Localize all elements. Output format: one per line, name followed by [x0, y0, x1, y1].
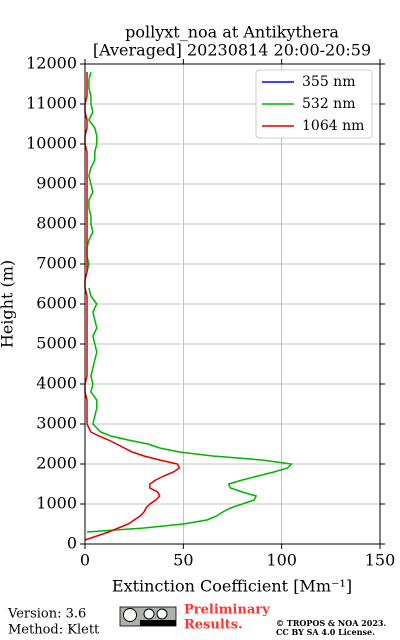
x-tick-label: 0 [80, 551, 90, 570]
y-tick-label: 12000 [26, 54, 77, 73]
y-tick-label: 2000 [36, 454, 77, 473]
profile-line [84, 72, 181, 541]
y-tick-label: 0 [67, 534, 77, 553]
legend-label: 1064 nm [302, 118, 364, 134]
y-tick-label: 9000 [36, 174, 77, 193]
y-tick-label: 7000 [36, 254, 77, 273]
y-tick-label: 6000 [36, 294, 77, 313]
chart-subtitle: [Averaged] 20230814 20:00-20:59 [93, 41, 371, 60]
y-tick-label: 3000 [36, 414, 77, 433]
x-tick-label: 50 [173, 551, 193, 570]
y-tick-label: 4000 [36, 374, 77, 393]
x-axis-label: Extinction Coefficient [Mm⁻¹] [112, 577, 352, 596]
y-axis-label: Height (m) [0, 260, 17, 348]
plot-frame [84, 63, 381, 545]
x-tick-label: 100 [266, 551, 297, 570]
status: Preliminary [184, 603, 270, 618]
copyright: © TROPOS & NOA 2023. [276, 618, 386, 628]
y-tick-label: 11000 [26, 94, 77, 113]
chart-title: pollyxt_noa at Antikythera [125, 23, 339, 42]
legend-label: 532 nm [302, 96, 355, 112]
legend-box [255, 69, 373, 139]
legend-label: 355 nm [302, 74, 355, 90]
x-tick-label: 150 [365, 551, 396, 570]
status: Results. [184, 618, 243, 633]
profile-line [86, 71, 294, 533]
y-tick-label: 8000 [36, 214, 77, 233]
y-tick-label: 5000 [36, 334, 77, 353]
y-tick-label: 10000 [26, 134, 77, 153]
y-tick-label: 1000 [36, 494, 77, 513]
cc-badge [119, 606, 177, 627]
version: Version: 3.6 [7, 607, 86, 622]
method: Method: Klett [8, 623, 100, 638]
license: CC BY SA 4.0 License. [276, 627, 375, 637]
